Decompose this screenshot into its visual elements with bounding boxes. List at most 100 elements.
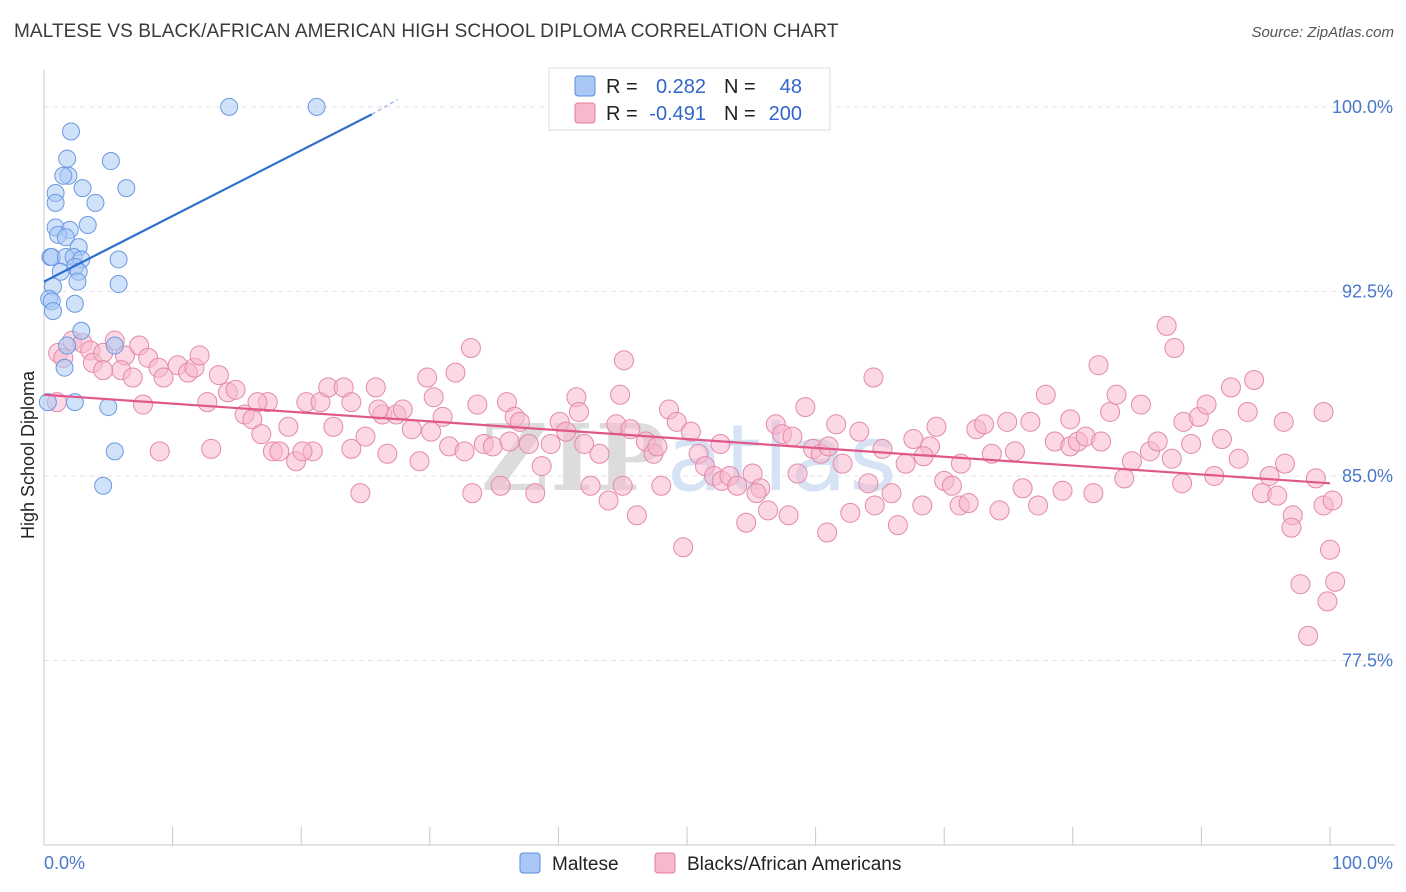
data-point bbox=[610, 384, 631, 405]
data-point bbox=[525, 483, 546, 504]
data-point bbox=[727, 475, 748, 496]
data-point bbox=[1325, 571, 1346, 592]
data-point bbox=[38, 393, 57, 412]
data-point bbox=[149, 441, 170, 462]
data-point bbox=[323, 416, 344, 437]
data-point bbox=[105, 336, 124, 355]
data-point bbox=[341, 438, 362, 459]
data-point bbox=[1220, 377, 1241, 398]
legend-r-maltese: 0.282 bbox=[656, 76, 706, 98]
bottom-legend-maltese: Maltese bbox=[552, 854, 619, 875]
data-point bbox=[1211, 429, 1232, 450]
data-point bbox=[73, 179, 92, 198]
data-point bbox=[863, 367, 884, 388]
y-tick-label: 85.0% bbox=[1342, 466, 1393, 486]
data-point bbox=[903, 429, 924, 450]
data-point bbox=[58, 149, 77, 168]
data-point bbox=[589, 443, 610, 464]
data-point bbox=[46, 193, 65, 212]
legend-r-label-blacks: R = bbox=[606, 103, 638, 125]
series-blacks-african-americans bbox=[46, 315, 1346, 646]
legend-n-maltese: 48 bbox=[780, 76, 802, 98]
legend-n-label-blacks: N = bbox=[724, 103, 756, 125]
data-point bbox=[225, 379, 246, 400]
legend-r-blacks: -0.491 bbox=[649, 103, 706, 125]
data-point bbox=[826, 414, 847, 435]
data-point bbox=[1020, 411, 1041, 432]
data-point bbox=[292, 441, 313, 462]
data-point bbox=[1091, 431, 1112, 452]
stats-legend: R = 0.282 N = 48 R = -0.491 N = 200 bbox=[548, 67, 831, 131]
legend-r-label-maltese: R = bbox=[606, 76, 638, 98]
data-point bbox=[1244, 370, 1265, 390]
data-point bbox=[462, 483, 483, 504]
data-point bbox=[1298, 625, 1319, 646]
x-tick-labels: 0.0% 100.0% bbox=[44, 853, 1393, 873]
data-point bbox=[454, 441, 475, 462]
data-point bbox=[680, 421, 701, 442]
data-point bbox=[787, 463, 808, 484]
y-tick-label: 77.5% bbox=[1342, 650, 1393, 670]
data-point bbox=[1228, 448, 1249, 469]
data-point bbox=[1100, 401, 1121, 422]
data-point bbox=[746, 483, 767, 504]
data-point bbox=[482, 436, 503, 457]
data-point bbox=[55, 358, 74, 377]
data-point bbox=[377, 443, 398, 464]
data-point bbox=[105, 442, 124, 461]
data-point bbox=[782, 426, 803, 447]
data-point bbox=[912, 495, 933, 516]
data-point bbox=[1121, 451, 1142, 472]
data-point bbox=[93, 360, 114, 381]
series-legend: Maltese Blacks/African Americans bbox=[519, 852, 901, 875]
data-point bbox=[220, 97, 239, 116]
data-point bbox=[941, 475, 962, 496]
data-point bbox=[849, 421, 870, 442]
data-point bbox=[133, 394, 154, 415]
data-point bbox=[736, 512, 757, 533]
data-point bbox=[68, 272, 87, 291]
data-point bbox=[1313, 401, 1334, 422]
data-point bbox=[44, 302, 63, 321]
data-point bbox=[341, 392, 362, 413]
data-point bbox=[1130, 394, 1151, 415]
data-point bbox=[278, 416, 299, 437]
data-point bbox=[872, 438, 893, 459]
data-point bbox=[1035, 384, 1056, 405]
data-point bbox=[247, 392, 268, 413]
data-point bbox=[540, 433, 561, 454]
data-point bbox=[109, 275, 128, 294]
data-point bbox=[1267, 485, 1288, 506]
data-point bbox=[56, 228, 75, 247]
data-point bbox=[251, 424, 272, 445]
data-point bbox=[101, 152, 120, 171]
data-point bbox=[423, 387, 444, 408]
data-point bbox=[1004, 441, 1025, 462]
legend-n-label-maltese: N = bbox=[724, 76, 756, 98]
data-point bbox=[208, 365, 229, 386]
data-point bbox=[531, 456, 552, 477]
data-point bbox=[1181, 433, 1202, 454]
data-point bbox=[78, 216, 97, 234]
data-point bbox=[122, 367, 143, 388]
data-point bbox=[926, 416, 947, 437]
data-point bbox=[864, 495, 885, 516]
data-point bbox=[409, 451, 430, 472]
axes bbox=[43, 70, 1395, 846]
data-point bbox=[580, 475, 601, 496]
data-point bbox=[1083, 483, 1104, 504]
data-point bbox=[460, 338, 481, 359]
data-point bbox=[832, 453, 853, 474]
data-point bbox=[355, 426, 376, 447]
data-point bbox=[99, 398, 118, 417]
data-point bbox=[1012, 478, 1033, 499]
y-tick-labels: 77.5% 85.0% 92.5% 100.0% bbox=[1332, 97, 1393, 671]
data-point bbox=[612, 475, 633, 496]
trend-line-maltese bbox=[43, 113, 373, 283]
bottom-legend-blacks: Blacks/African Americans bbox=[687, 854, 901, 875]
y-tick-label: 100.0% bbox=[1332, 97, 1393, 117]
data-point bbox=[518, 433, 539, 454]
data-point bbox=[94, 476, 113, 495]
data-point bbox=[65, 294, 84, 313]
